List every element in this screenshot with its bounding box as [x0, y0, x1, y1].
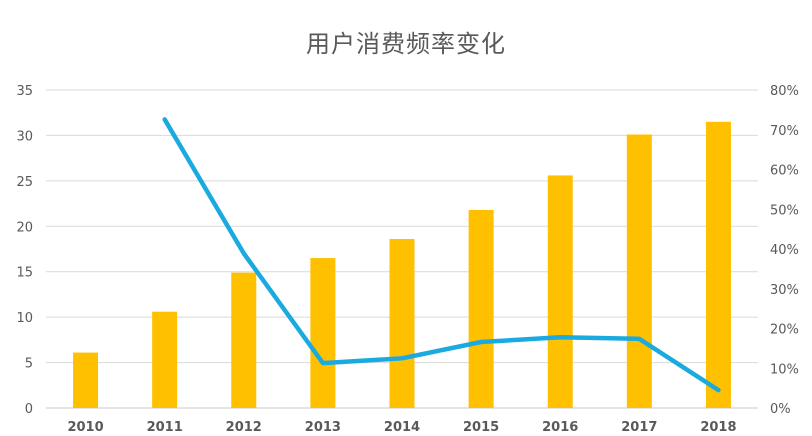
y-right-tick-label: 80% — [770, 84, 799, 99]
bar — [73, 352, 99, 408]
bar — [389, 239, 415, 408]
bar — [547, 175, 573, 408]
y-left-tick-label: 30 — [16, 129, 33, 144]
y-left-tick-label: 10 — [16, 311, 33, 326]
bar — [231, 272, 257, 408]
y-right-tick-label: 50% — [770, 203, 799, 218]
x-tick-label: 2018 — [700, 420, 736, 435]
bar-series — [73, 121, 731, 409]
y-left-tick-label: 5 — [25, 357, 33, 372]
y-right-tick-label: 40% — [770, 243, 799, 258]
y-right-tick-label: 10% — [770, 362, 799, 377]
x-tick-label: 2010 — [67, 420, 103, 435]
bar — [626, 134, 652, 408]
bar — [152, 311, 178, 408]
x-tick-label: 2016 — [542, 420, 578, 435]
x-tick-label: 2015 — [463, 420, 499, 435]
bar — [310, 258, 336, 408]
y-left-tick-label: 35 — [16, 84, 33, 99]
y-left-tick-label: 25 — [16, 175, 33, 190]
bar — [468, 209, 494, 408]
x-tick-label: 2013 — [305, 420, 341, 435]
bar — [705, 121, 731, 409]
x-tick-label: 2017 — [621, 420, 657, 435]
line-series — [162, 117, 721, 393]
y-right-tick-label: 20% — [770, 323, 799, 338]
y-left-tick-label: 15 — [16, 266, 33, 281]
y-right-tick-label: 30% — [770, 283, 799, 298]
chart-title: 用户消费频率变化 — [306, 30, 506, 58]
x-tick-label: 2011 — [147, 420, 183, 435]
y-right-tick-label: 60% — [770, 164, 799, 179]
y-left-tick-label: 0 — [25, 402, 33, 417]
y-right-tick-label: 70% — [770, 124, 799, 139]
y-left-tick-label: 20 — [16, 220, 33, 235]
x-tick-label: 2014 — [384, 420, 420, 435]
x-tick-label: 2012 — [226, 420, 262, 435]
y-right-tick-label: 0% — [770, 402, 791, 417]
